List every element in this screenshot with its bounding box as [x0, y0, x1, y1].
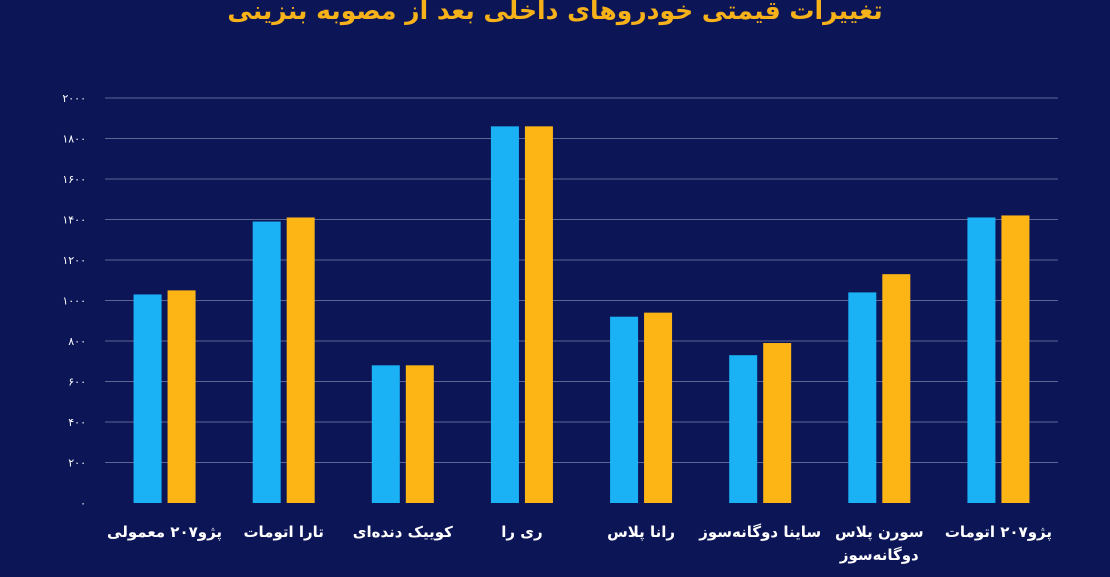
- x-category-label: پژو۲۰۷ معمولی: [107, 523, 222, 542]
- x-category-label: سورن پلاس: [835, 523, 924, 542]
- x-category-label: تارا اتومات: [243, 523, 323, 541]
- bar-3-series-1: [371, 365, 400, 503]
- bar-7-series-1: [848, 292, 877, 503]
- bar-4-series-2: [524, 126, 553, 503]
- bar-1-series-1: [133, 294, 162, 503]
- chart-title: تغییرات قیمتی خودروهای داخلی بعد از مصوب…: [227, 0, 883, 25]
- bar-1-series-2: [167, 290, 196, 503]
- y-tick-label: ۱۸۰۰: [62, 133, 86, 146]
- y-tick-label: ۸۰۰: [68, 335, 86, 348]
- y-tick-label: ۲۰۰۰: [62, 92, 86, 105]
- y-tick-label: ۲۰۰: [68, 457, 86, 470]
- bar-3-series-2: [405, 365, 434, 503]
- bar-6-series-1: [729, 355, 758, 503]
- x-category-label: ری را: [501, 523, 542, 541]
- bar-7-series-2: [882, 274, 911, 503]
- bar-8-series-1: [967, 217, 996, 503]
- x-category-label: کوییک دنده‌ای: [353, 523, 453, 541]
- bar-6-series-2: [763, 343, 792, 503]
- x-category-label: دوگانه‌سوز: [839, 546, 919, 564]
- bar-5-series-1: [610, 316, 639, 503]
- y-tick-label: ۰: [80, 497, 86, 510]
- y-tick-label: ۴۰۰: [68, 416, 86, 429]
- y-tick-label: ۱۴۰۰: [62, 214, 86, 227]
- x-category-label: پژو۲۰۷ اتومات: [945, 523, 1052, 542]
- bar-4-series-1: [490, 126, 519, 503]
- bar-2-series-2: [286, 217, 315, 503]
- bar-8-series-2: [1001, 215, 1030, 503]
- x-category-label: رانا پلاس: [607, 523, 675, 542]
- y-tick-label: ۶۰۰: [68, 376, 86, 389]
- bar-5-series-2: [644, 312, 673, 503]
- bar-2-series-1: [252, 221, 281, 503]
- y-tick-label: ۱۲۰۰: [62, 254, 86, 267]
- x-category-label: ساینا دوگانه‌سوز: [698, 523, 821, 541]
- y-tick-label: ۱۶۰۰: [62, 173, 86, 186]
- y-tick-label: ۱۰۰۰: [62, 295, 86, 308]
